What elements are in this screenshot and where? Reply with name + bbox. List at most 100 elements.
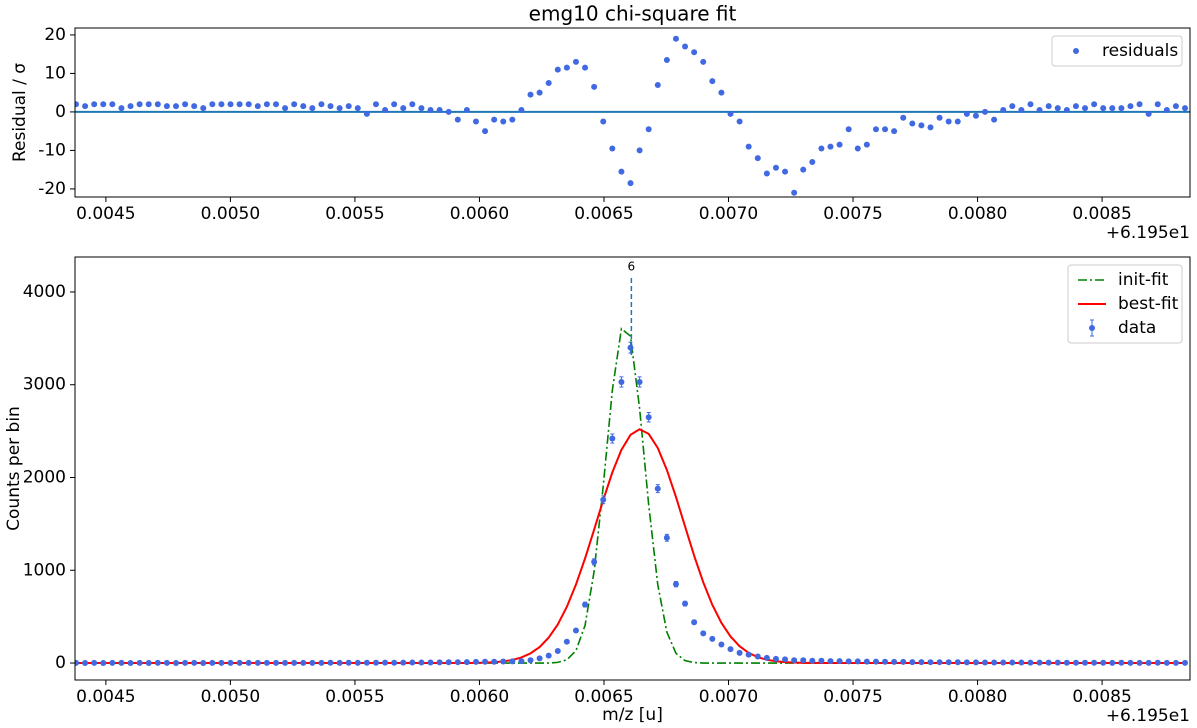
data-point — [1045, 103, 1052, 110]
x-tick-label: 0.0070 — [699, 204, 758, 224]
data-point — [936, 659, 943, 666]
data-point — [700, 630, 707, 637]
data-point — [209, 659, 216, 666]
data-point — [1018, 106, 1025, 113]
data-point — [900, 114, 907, 121]
data-point — [336, 659, 343, 666]
data-point — [836, 658, 843, 665]
data-point — [1063, 106, 1070, 113]
data-point — [827, 658, 834, 665]
data-point — [1027, 101, 1034, 108]
data-point — [882, 126, 889, 133]
data-point — [891, 128, 898, 135]
data-point — [500, 658, 507, 665]
data-point — [1100, 659, 1107, 666]
data-point — [345, 103, 352, 110]
data-point — [491, 116, 498, 123]
data-point — [391, 659, 398, 666]
data-point — [1182, 659, 1189, 666]
data-point — [936, 114, 943, 121]
axes-frame — [74, 27, 1191, 198]
y-tick-label: -20 — [38, 179, 66, 199]
data-point — [854, 658, 861, 665]
data-point — [1036, 659, 1043, 666]
data-point — [782, 168, 789, 175]
data-point — [1172, 103, 1179, 110]
data-point — [436, 659, 443, 666]
data-point — [809, 158, 816, 165]
data-point — [472, 658, 479, 665]
data-point — [518, 658, 525, 665]
data-point — [1072, 659, 1079, 666]
data-point — [82, 103, 89, 110]
data-point — [400, 105, 407, 112]
data-point — [327, 103, 334, 110]
fit-line — [76, 327, 1186, 664]
data-point — [618, 168, 625, 175]
data-point — [727, 110, 734, 117]
data-point — [454, 659, 461, 666]
data-point — [954, 118, 961, 125]
data-point — [909, 120, 916, 127]
data-point — [572, 627, 579, 634]
legend-label: residuals — [1102, 41, 1178, 61]
legend-swatch — [1089, 325, 1095, 331]
data-point — [1136, 101, 1143, 108]
data-point — [618, 378, 625, 385]
data-point — [300, 659, 307, 666]
data-point — [109, 101, 116, 108]
data-point — [245, 101, 252, 108]
data-point — [291, 101, 298, 108]
y-tick-label: 0 — [55, 102, 66, 122]
data-point — [127, 660, 134, 667]
data-point — [945, 659, 952, 666]
data-point — [854, 145, 861, 152]
data-point — [109, 659, 116, 666]
data-point — [1109, 105, 1116, 112]
data-point — [682, 600, 689, 607]
data-point — [163, 659, 170, 666]
data-point — [754, 155, 761, 162]
data-point — [800, 657, 807, 664]
data-point — [318, 101, 325, 108]
data-point — [872, 126, 879, 133]
y-tick-label: 10 — [44, 63, 66, 83]
data-point — [75, 101, 79, 108]
legend: init-fit best-fit data — [1067, 264, 1183, 344]
data-point — [836, 141, 843, 148]
data-point — [709, 78, 716, 85]
data-point — [236, 101, 243, 108]
data-point — [718, 89, 725, 96]
data-point — [500, 118, 507, 125]
data-point — [372, 101, 379, 108]
data-point — [218, 659, 225, 666]
data-point — [627, 344, 634, 351]
data-point — [1000, 659, 1007, 666]
data-point — [600, 496, 607, 503]
data-point — [663, 534, 670, 541]
data-point — [427, 659, 434, 666]
data-point — [445, 659, 452, 666]
data-point — [527, 657, 534, 664]
data-point — [1136, 659, 1143, 666]
y-tick-label: 2000 — [23, 467, 66, 487]
data-point — [554, 647, 561, 654]
x-tick-label: 0.0045 — [76, 687, 135, 707]
data-point — [372, 659, 379, 666]
chart-title: emg10 chi-square fit — [529, 2, 737, 26]
x-tick-label: 0.0065 — [574, 204, 633, 224]
data-point — [818, 657, 825, 664]
data-point — [345, 659, 352, 666]
data-point — [1082, 659, 1089, 666]
data-point — [1182, 105, 1189, 112]
data-point — [1145, 110, 1152, 117]
axes-frame — [74, 256, 1191, 681]
data-point — [572, 58, 579, 65]
data-point — [563, 64, 570, 71]
data-point — [627, 180, 634, 187]
data-point — [972, 659, 979, 666]
data-point — [245, 659, 252, 666]
data-point — [609, 145, 616, 152]
x-tick-label: 0.0060 — [450, 687, 509, 707]
